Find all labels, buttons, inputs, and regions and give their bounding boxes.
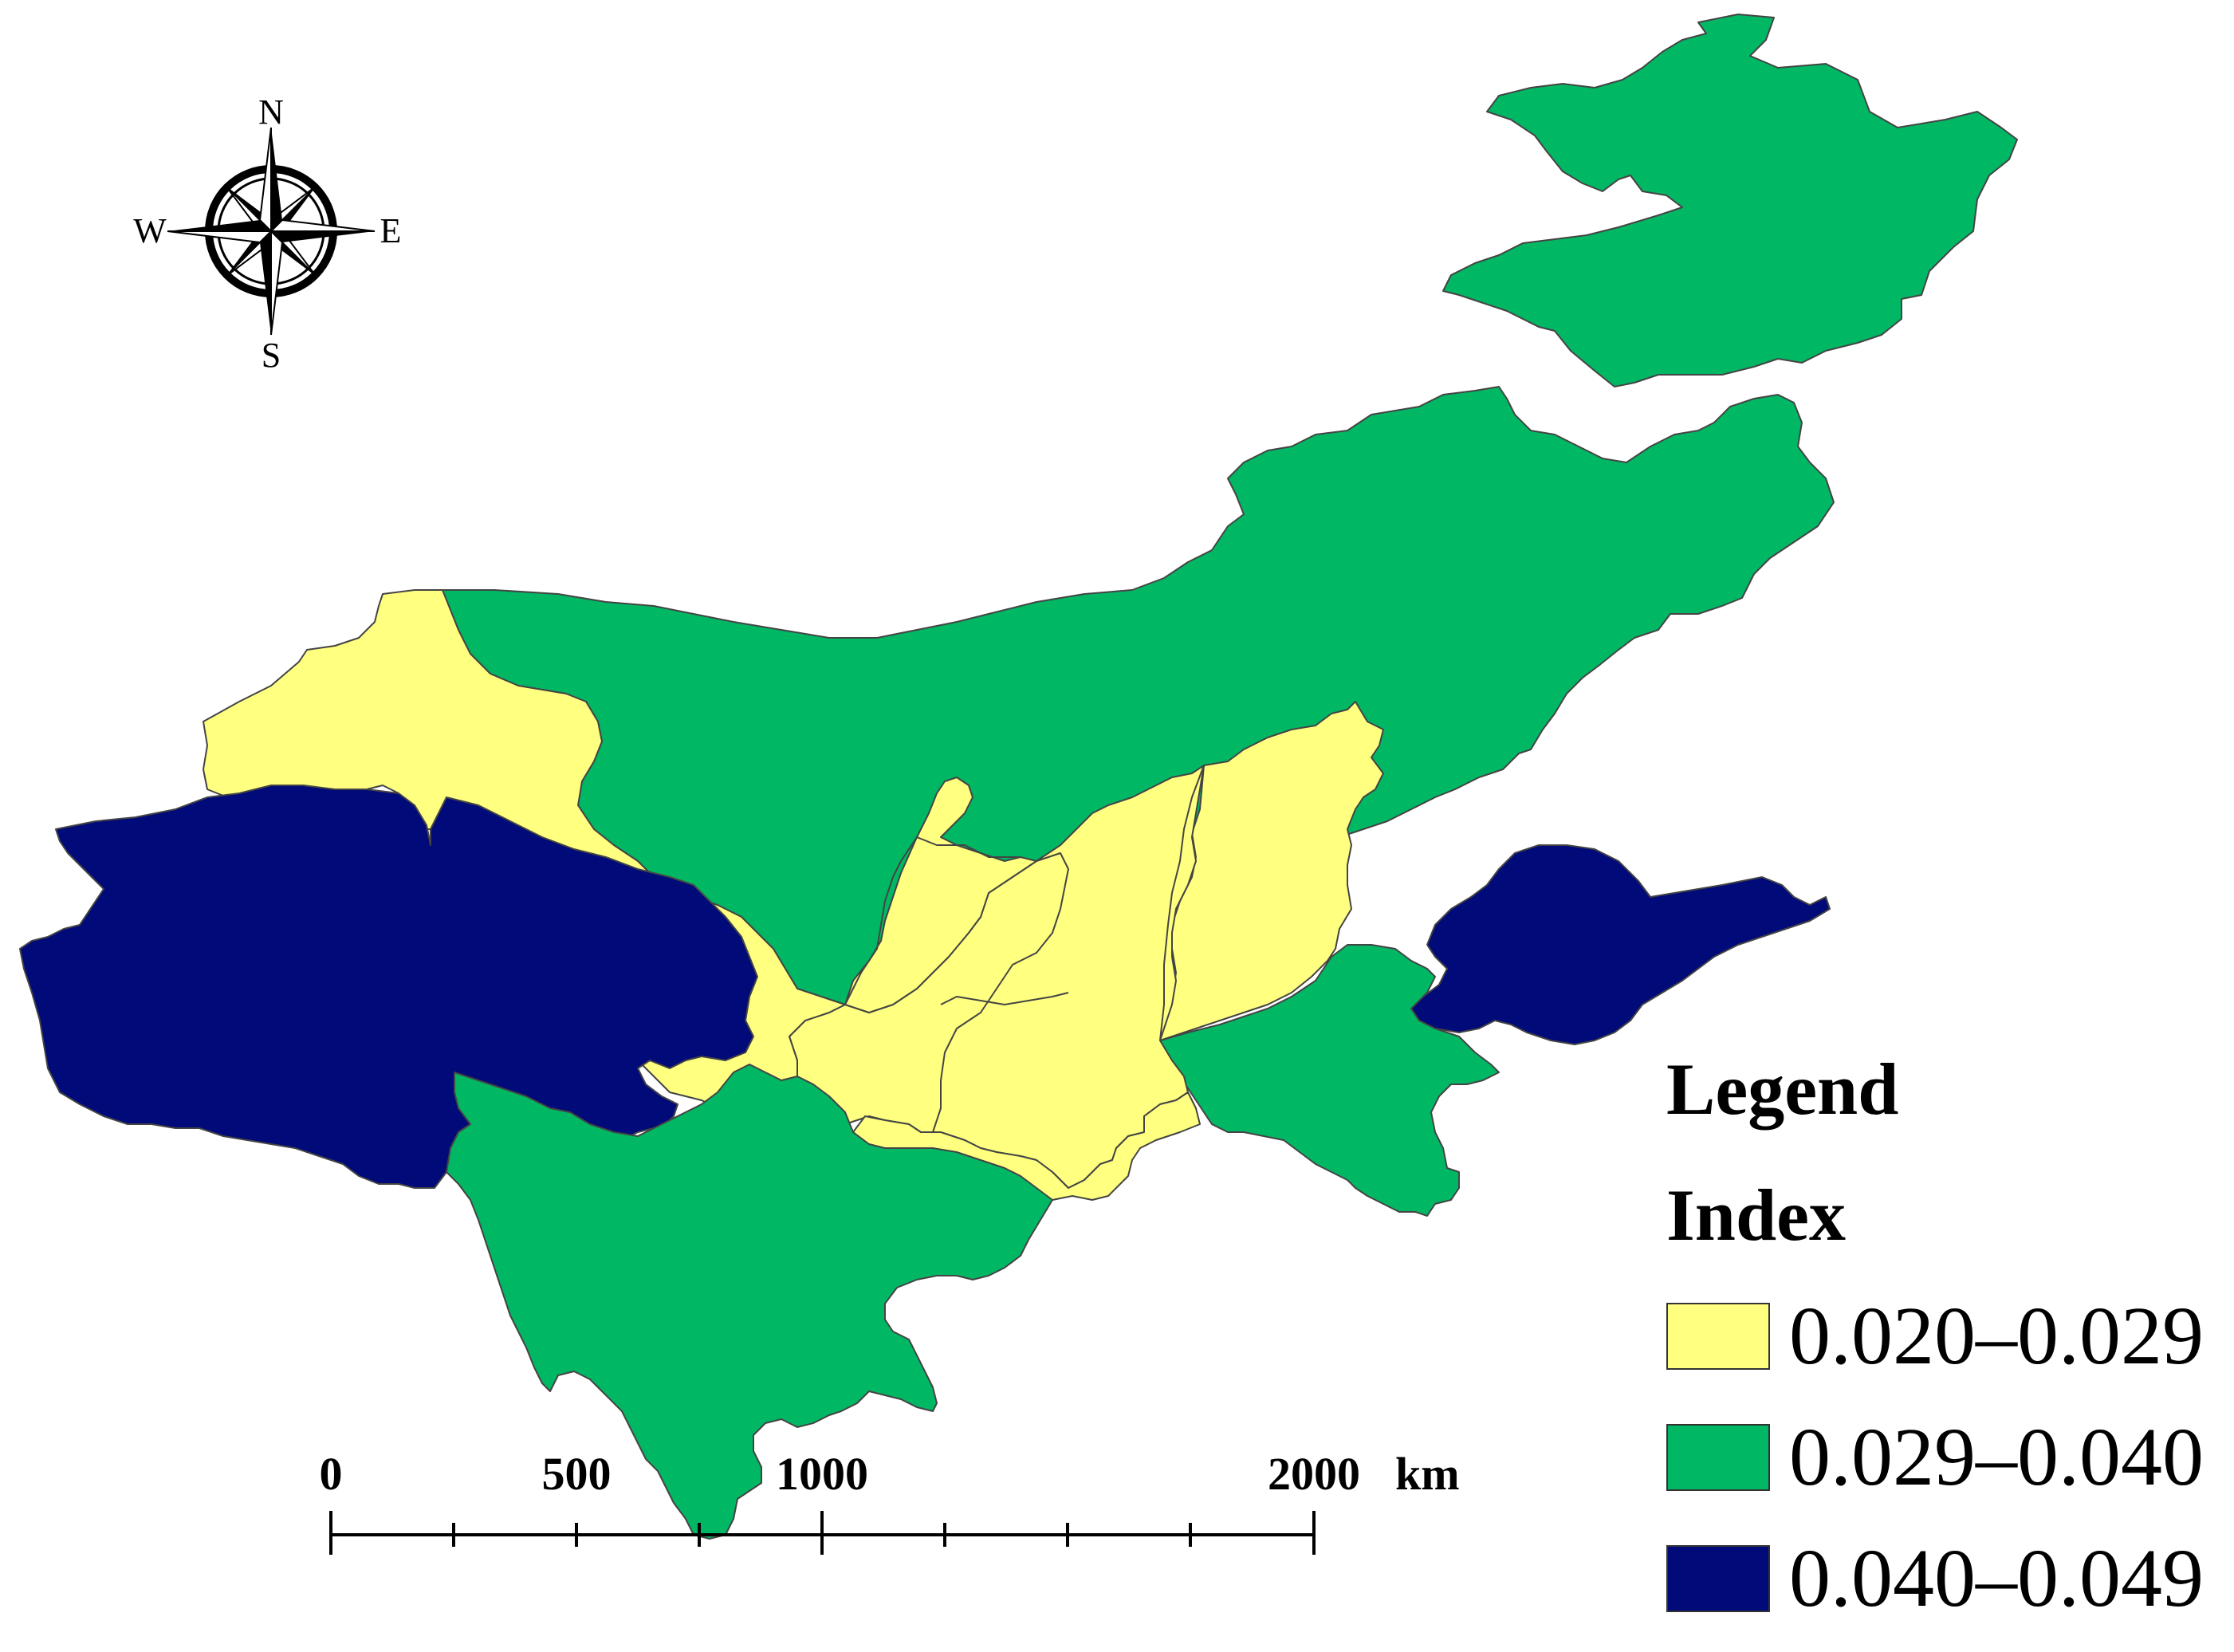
legend-item-low: 0.020–0.029 — [1666, 1288, 2224, 1384]
legend-swatch-high — [1666, 1545, 1770, 1612]
scale-label-2000: 2000 — [1268, 1448, 1360, 1500]
scale-bar-ticks — [329, 1511, 1316, 1555]
region-east-peninsula — [1410, 844, 1831, 1045]
legend-label-high: 0.040–0.049 — [1789, 1532, 2204, 1624]
compass-south-label: S — [262, 336, 281, 375]
legend-swatch-low — [1666, 1303, 1770, 1370]
region-inner-boundary-c — [1159, 765, 1205, 1041]
scale-label-500: 500 — [542, 1448, 612, 1500]
legend: Legend Index 0.020–0.029 0.029–0.040 0.0… — [1666, 1052, 2224, 1652]
legend-item-mid: 0.029–0.040 — [1666, 1410, 2224, 1505]
legend-label-mid: 0.029–0.040 — [1789, 1411, 2204, 1503]
region-east-central — [1159, 944, 1500, 1217]
compass-west-label: W — [133, 211, 167, 250]
compass-cardinal-points — [167, 127, 376, 336]
region-south-west — [446, 1064, 1061, 1540]
scale-unit-label: km — [1395, 1448, 1460, 1500]
compass-rose: N S E W — [133, 92, 401, 375]
map-regions — [19, 14, 2018, 1540]
legend-title: Legend — [1666, 1048, 1899, 1130]
legend-subtitle: Index — [1666, 1174, 1846, 1256]
legend-label-low: 0.020–0.029 — [1789, 1290, 2204, 1382]
region-inner-boundary-b — [932, 852, 1069, 1133]
region-inner-boundary-d — [940, 992, 1069, 1005]
compass-north-label: N — [258, 92, 284, 132]
region-inner-boundary-a — [844, 836, 1021, 1005]
legend-swatch-mid — [1666, 1424, 1770, 1491]
compass-east-label: E — [380, 211, 402, 250]
scale-label-0: 0 — [320, 1448, 343, 1500]
region-central-south — [852, 1092, 1201, 1201]
legend-item-high: 0.040–0.049 — [1666, 1531, 2224, 1626]
scale-bar: 0 500 1000 2000 km — [320, 1448, 1460, 1555]
scale-label-1000: 1000 — [776, 1448, 868, 1500]
region-northeast-north — [1442, 14, 2018, 387]
